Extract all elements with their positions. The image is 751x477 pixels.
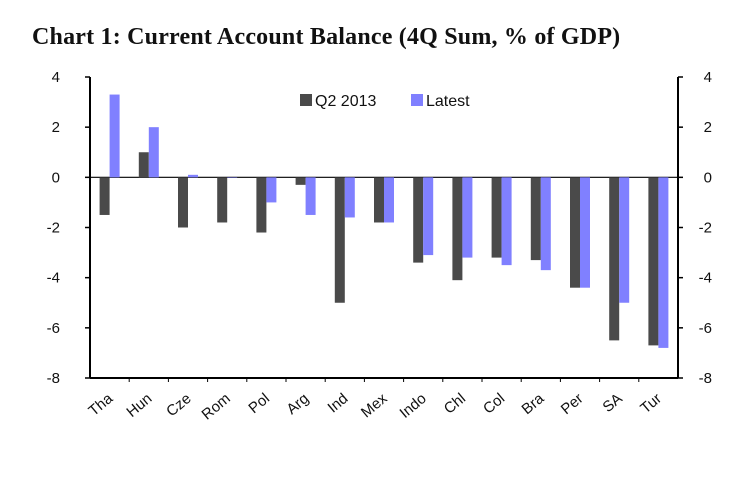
legend: Q2 2013 Latest bbox=[300, 93, 470, 110]
bar-latest-sa bbox=[619, 177, 630, 303]
bar-latest-mex bbox=[384, 177, 394, 223]
category-label: Mex bbox=[358, 390, 391, 422]
bar-q2-2013-arg bbox=[295, 177, 306, 185]
bar-latest-hun bbox=[148, 127, 159, 178]
y-tick-label-right: 0 bbox=[704, 169, 712, 186]
y-tick-label-left: -4 bbox=[47, 270, 60, 287]
bar-latest-pol bbox=[266, 177, 277, 203]
bar-q2-2013-sa bbox=[609, 177, 620, 341]
y-tick-label-right: -4 bbox=[699, 270, 712, 287]
bar-latest-indo bbox=[423, 177, 434, 256]
bar-q2-2013-ind bbox=[334, 177, 345, 303]
y-tick-label-left: -8 bbox=[47, 370, 60, 387]
category-label: Bra bbox=[519, 390, 548, 418]
bar-q2-2013-indo bbox=[413, 177, 424, 263]
category-label: Arg bbox=[283, 390, 312, 418]
bar-q2-2013-per bbox=[570, 177, 580, 288]
bar-latest-per bbox=[580, 177, 590, 288]
y-tick-label-left: 0 bbox=[52, 169, 60, 186]
category-label: Cze bbox=[163, 390, 194, 420]
bar-latest-ind bbox=[344, 177, 355, 218]
bar-latest-chl bbox=[462, 177, 473, 258]
legend-swatch bbox=[300, 94, 312, 106]
bar-latest-rom bbox=[227, 177, 238, 178]
bar-q2-2013-tha bbox=[99, 177, 110, 215]
tick-labels: 4 4 2 2 0 0 -2 -2 -4 -4 -6 -6 -8 -8 bbox=[47, 69, 712, 387]
y-tick-label-right: -6 bbox=[699, 320, 712, 337]
legend-label: Latest bbox=[426, 93, 470, 110]
legend-label: Q2 2013 bbox=[315, 93, 376, 110]
chart-title: Chart 1: Current Account Balance (4Q Sum… bbox=[32, 24, 621, 50]
category-label: Tur bbox=[637, 390, 665, 417]
category-label: Pol bbox=[245, 390, 273, 417]
y-tick-label-right: 4 bbox=[704, 69, 712, 86]
bar-q2-2013-tur bbox=[648, 177, 659, 346]
y-tick-label-right: -2 bbox=[699, 220, 712, 237]
category-label: Rom bbox=[199, 390, 234, 423]
category-label: Indo bbox=[396, 390, 429, 422]
y-tick-label-right: -8 bbox=[699, 370, 712, 387]
category-label: Chl bbox=[441, 390, 469, 417]
category-label: Per bbox=[558, 390, 587, 418]
bar-latest-col bbox=[501, 177, 512, 266]
y-tick-label-left: 4 bbox=[52, 69, 60, 86]
bar-q2-2013-bra bbox=[530, 177, 541, 261]
category-label: Col bbox=[480, 390, 508, 417]
bar-q2-2013-col bbox=[491, 177, 502, 258]
bar-latest-bra bbox=[540, 177, 551, 271]
category-label: Tha bbox=[85, 390, 116, 420]
y-tick-label-left: 2 bbox=[52, 119, 60, 136]
y-tick-label-right: 2 bbox=[704, 119, 712, 136]
bar-q2-2013-rom bbox=[217, 177, 228, 223]
category-label: SA bbox=[600, 390, 626, 416]
category-label: Ind bbox=[324, 390, 351, 416]
bar-latest-cze bbox=[188, 174, 198, 178]
bar-q2-2013-mex bbox=[374, 177, 384, 223]
bar-latest-tur bbox=[658, 177, 669, 348]
bar-latest-arg bbox=[305, 177, 316, 215]
category-label: Hun bbox=[123, 390, 155, 421]
legend-swatch bbox=[411, 94, 423, 106]
bar-q2-2013-cze bbox=[178, 177, 188, 228]
bar-q2-2013-hun bbox=[138, 152, 149, 178]
category-labels: Tha Hun Cze Rom Pol Arg Ind Mex Indo Chl Col Bra Per… bbox=[85, 390, 665, 424]
bar-latest-tha bbox=[109, 94, 120, 178]
bars bbox=[99, 94, 669, 348]
axes bbox=[85, 76, 683, 382]
bar-q2-2013-pol bbox=[256, 177, 267, 233]
y-tick-label-left: -2 bbox=[47, 220, 60, 237]
y-tick-label-left: -6 bbox=[47, 320, 60, 337]
bar-q2-2013-chl bbox=[452, 177, 463, 281]
